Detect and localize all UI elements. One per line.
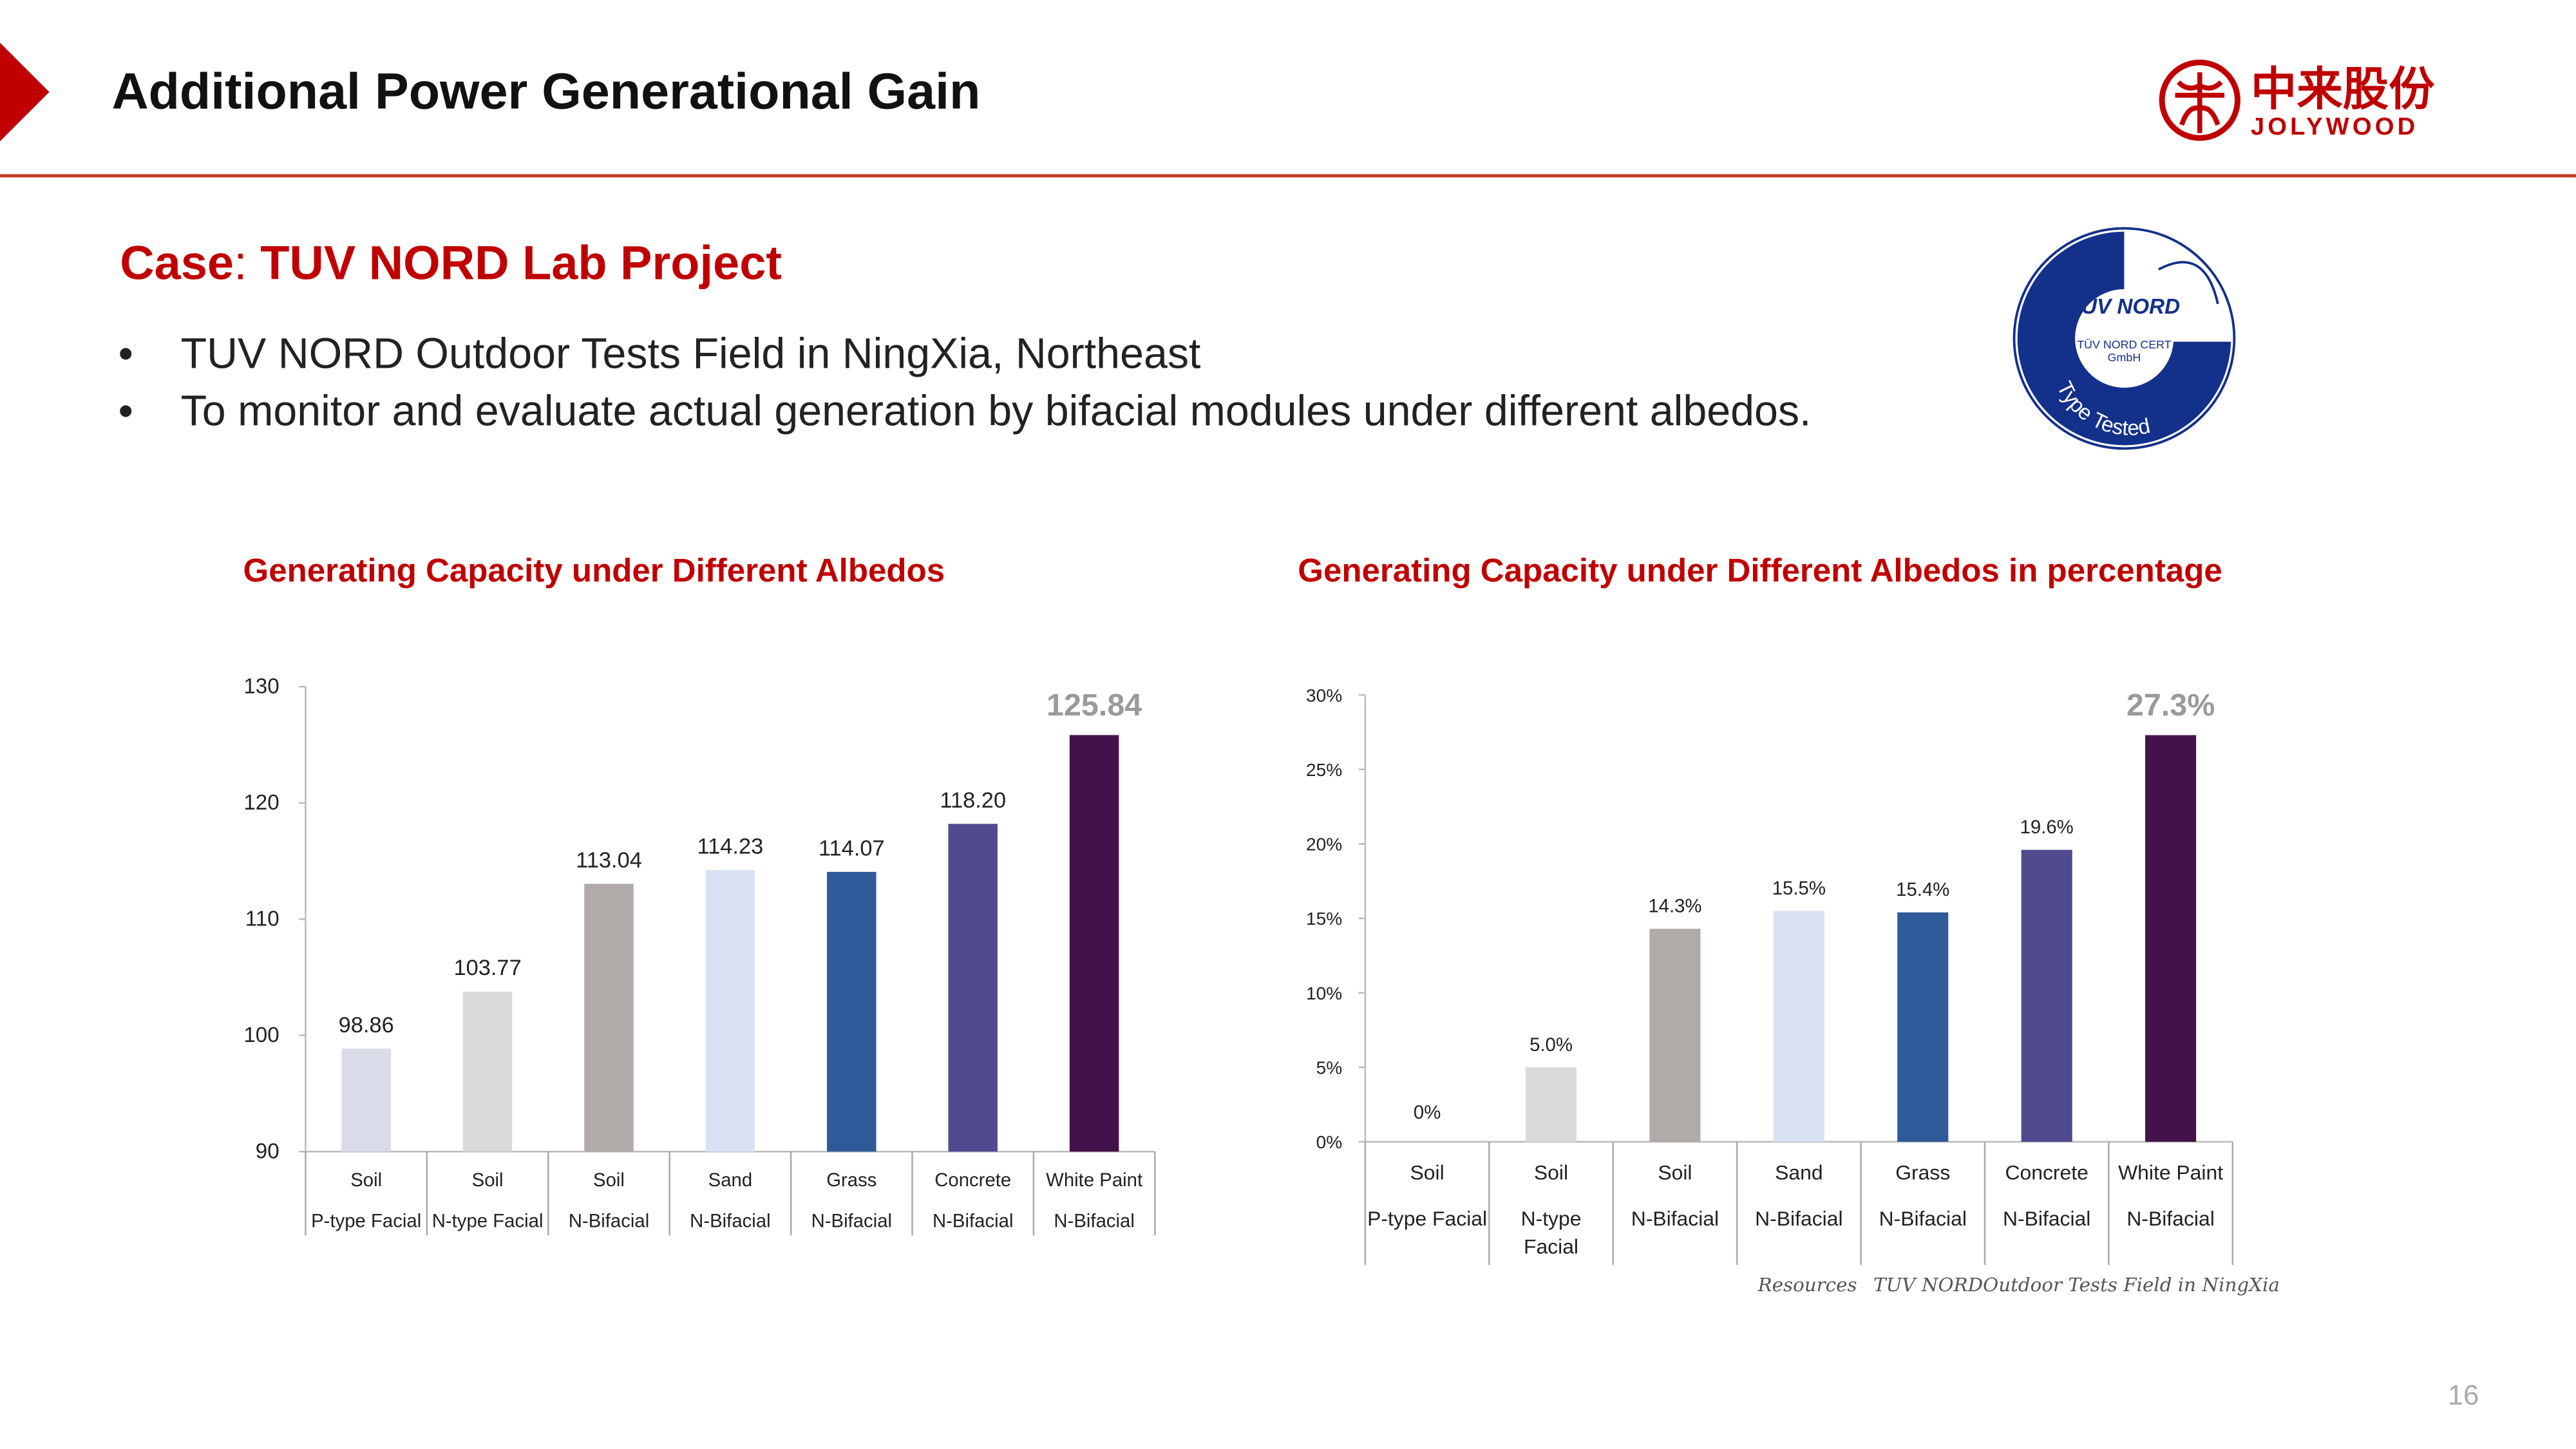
case-name: TUV NORD Lab Project: [260, 238, 782, 291]
category-label: N-Bifacial: [1755, 1207, 1842, 1230]
category-label: N-Bifacial: [569, 1211, 649, 1232]
bullet-text: To monitor and evaluate actual generatio…: [180, 386, 1812, 436]
data-label: 114.23: [697, 834, 764, 858]
bar: [462, 991, 513, 1152]
category-label: Concrete: [934, 1170, 1011, 1191]
bar: [1069, 735, 1119, 1152]
category-label: N-Bifacial: [1054, 1211, 1135, 1232]
data-label: 15.4%: [1896, 879, 1949, 900]
data-label: 15.5%: [1772, 878, 1826, 899]
y-tick-label: 25%: [1306, 760, 1342, 780]
jolywood-logo: 中来股份 JOLYWOOD: [2159, 59, 2435, 141]
y-tick-label: 100: [243, 1023, 279, 1047]
logo-cn: 中来股份: [2251, 64, 2435, 115]
source-note: Resources TUV NORDOutdoor Tests Field in …: [1758, 1273, 2297, 1296]
y-tick-label: 130: [243, 675, 279, 699]
bar: [705, 869, 755, 1152]
data-label: 118.20: [940, 788, 1006, 813]
category-label: N-type Facial: [432, 1211, 544, 1232]
category-label: Soil: [1534, 1161, 1568, 1184]
data-label: 19.6%: [2020, 817, 2074, 838]
arrow-icon: [0, 43, 50, 142]
data-label: 103.77: [453, 956, 521, 980]
data-label: 113.04: [576, 848, 642, 873]
data-label: 98.86: [339, 1013, 394, 1037]
bar: [341, 1048, 391, 1152]
page-number: 16: [2447, 1379, 2479, 1412]
data-label: 27.3%: [2126, 688, 2215, 723]
y-tick-label: 120: [243, 791, 279, 815]
data-label: 5.0%: [1530, 1034, 1573, 1056]
page-title: Additional Power Generational Gain: [111, 62, 981, 120]
badge-line2: GmbH: [2108, 351, 2141, 364]
category-label: P-type Facial: [311, 1211, 421, 1232]
source-text: TUV NORDOutdoor Tests Field in NingXia: [1873, 1273, 2280, 1296]
case-sep: :: [234, 238, 261, 291]
y-tick-label: 90: [256, 1139, 279, 1163]
data-label: 125.84: [1046, 688, 1142, 723]
source-label: Resources: [1757, 1273, 1857, 1296]
category-label: Concrete: [2005, 1161, 2088, 1184]
data-label: 0%: [1414, 1102, 1441, 1123]
category-label: N-Bifacial: [1631, 1207, 1719, 1230]
category-label: White Paint: [2118, 1161, 2223, 1184]
category-label: Soil: [350, 1170, 382, 1191]
y-tick-label: 5%: [1316, 1058, 1343, 1078]
bar: [827, 871, 876, 1152]
category-label: White Paint: [1046, 1170, 1142, 1191]
y-tick-label: 20%: [1306, 835, 1342, 855]
y-tick-label: 15%: [1306, 909, 1342, 929]
y-tick-label: 30%: [1306, 685, 1342, 705]
category-label: Facial: [1524, 1235, 1578, 1258]
logo-en: JOLYWOOD: [2251, 113, 2418, 140]
bar: [2021, 849, 2072, 1142]
bullet-item: • TUV NORD Outdoor Tests Field in NingXia…: [118, 328, 1201, 378]
badge-line1: TÜV NORD CERT: [2077, 338, 2171, 351]
category-label: Grass: [1895, 1161, 1950, 1184]
bar: [584, 884, 634, 1152]
bullet-item: • To monitor and evaluate actual generati…: [118, 386, 1812, 436]
y-tick-label: 10%: [1306, 983, 1342, 1003]
category-label: N-Bifacial: [1879, 1207, 1967, 1230]
chart-title-absolute: Generating Capacity under Different Albe…: [243, 553, 945, 590]
category-label: Sand: [708, 1170, 753, 1191]
category-label: Soil: [1658, 1161, 1692, 1184]
bar: [1773, 911, 1824, 1142]
bar: [1525, 1067, 1577, 1142]
category-label: Soil: [593, 1170, 625, 1191]
data-label: 14.3%: [1648, 896, 1701, 917]
bullet-text: TUV NORD Outdoor Tests Field in NingXia,…: [180, 328, 1201, 378]
bar: [948, 824, 998, 1152]
y-tick-label: 110: [245, 907, 279, 931]
badge-brand: TÜV NORD: [2069, 295, 2180, 319]
bar: [2145, 735, 2197, 1142]
tuv-nord-badge: TÜV NORD TÜV NORD CERT GmbH Type Tested: [2012, 227, 2236, 450]
category-label: N-Bifacial: [2003, 1207, 2090, 1230]
bar: [1897, 912, 1949, 1142]
bar: [1649, 929, 1701, 1142]
case-heading: Case: TUV NORD Lab Project: [120, 238, 782, 292]
case-prefix: Case: [120, 238, 234, 291]
category-label: N-Bifacial: [2126, 1207, 2214, 1230]
data-label: 114.07: [819, 836, 885, 860]
category-label: N-Bifacial: [690, 1211, 771, 1232]
chart-title-percentage: Generating Capacity under Different Albe…: [1298, 553, 2222, 590]
header-divider: [0, 174, 2576, 178]
category-label: N-type: [1521, 1207, 1582, 1230]
category-label: P-type Facial: [1367, 1207, 1487, 1230]
category-label: Soil: [1410, 1161, 1444, 1184]
category-label: Soil: [472, 1170, 504, 1191]
y-tick-label: 0%: [1316, 1132, 1343, 1152]
category-label: Sand: [1775, 1161, 1823, 1184]
category-label: Grass: [826, 1170, 876, 1191]
category-label: N-Bifacial: [811, 1211, 893, 1232]
category-label: N-Bifacial: [933, 1211, 1014, 1232]
